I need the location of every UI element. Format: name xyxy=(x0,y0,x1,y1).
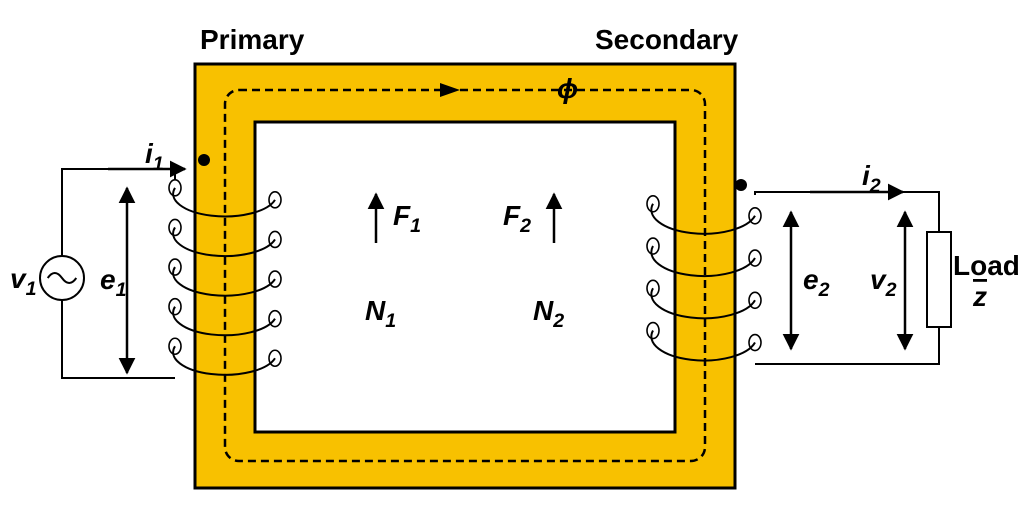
label-v2: v2 xyxy=(870,264,897,301)
transformer-core xyxy=(195,64,735,488)
label-e1: e1 xyxy=(100,264,126,301)
label-F1: F1 xyxy=(393,200,421,237)
label-load: Load xyxy=(953,250,1020,281)
label-N2: N2 xyxy=(533,295,564,332)
label-N1: N1 xyxy=(365,295,396,332)
wire-primary-bottom xyxy=(62,300,175,378)
polarity-dot-secondary xyxy=(735,179,747,191)
flux-path xyxy=(225,90,705,461)
polarity-dot-primary xyxy=(198,154,210,166)
label-z: z xyxy=(972,281,987,312)
label-phi: ϕ xyxy=(557,73,578,104)
label-primary: Primary xyxy=(200,24,305,55)
label-secondary: Secondary xyxy=(595,24,739,55)
label-F2: F2 xyxy=(503,200,531,237)
load-impedance xyxy=(927,232,951,327)
label-v1: v1 xyxy=(10,263,36,300)
wire-secondary-bottom xyxy=(755,327,939,364)
wire-primary-top xyxy=(62,169,175,256)
wire-secondary-top xyxy=(755,192,939,232)
label-e2: e2 xyxy=(803,264,830,301)
